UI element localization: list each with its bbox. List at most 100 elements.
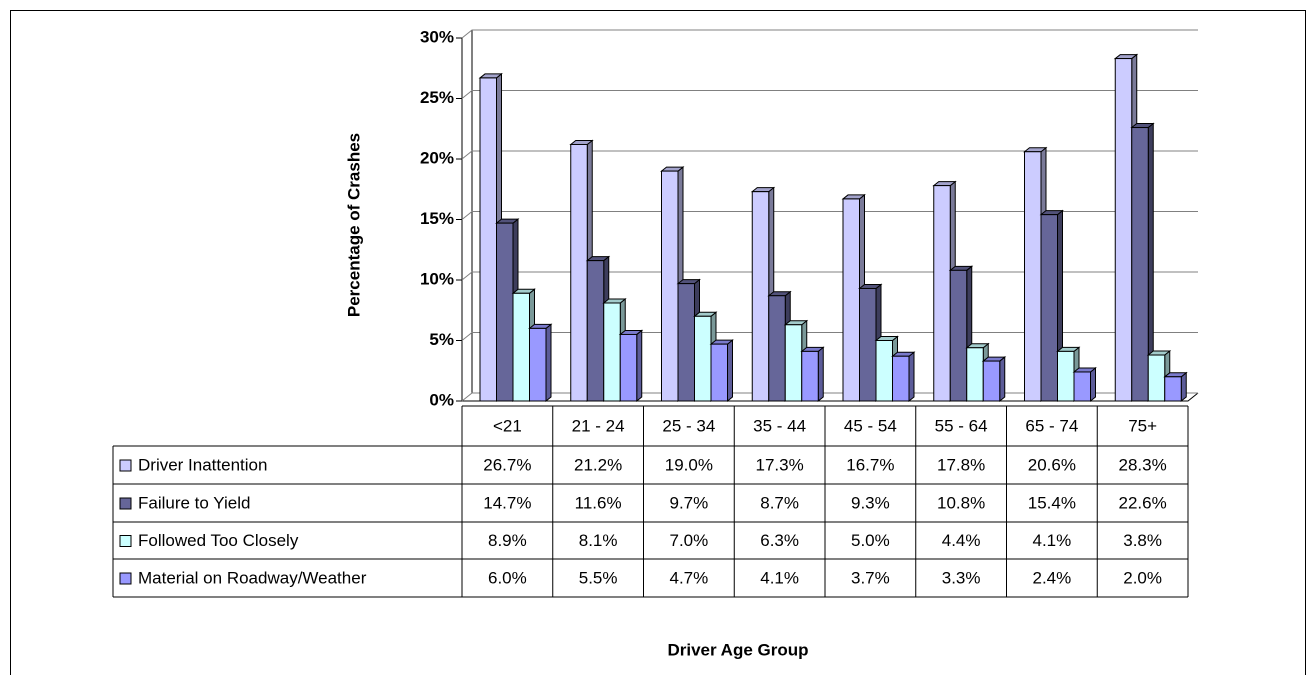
legend-key	[119, 572, 132, 585]
y-tick-label: 5%	[429, 330, 454, 349]
legend-label: Material on Roadway/Weather	[138, 568, 367, 587]
y-tick-label: 15%	[420, 209, 454, 228]
x-tick-label: <21	[493, 416, 522, 435]
value-label: 3.3%	[942, 568, 981, 587]
bar	[586, 260, 605, 402]
bar-side	[1090, 366, 1096, 403]
value-label: 22.6%	[1119, 493, 1167, 512]
bar	[949, 269, 968, 402]
value-label: 14.7%	[483, 493, 531, 512]
y-tick-label: 25%	[420, 88, 454, 107]
grid-line	[461, 150, 1198, 160]
bar	[1057, 350, 1075, 402]
value-label: 6.0%	[488, 568, 527, 587]
value-label: 3.7%	[851, 568, 890, 587]
value-label: 2.4%	[1033, 568, 1072, 587]
value-label: 2.0%	[1123, 568, 1162, 587]
value-label: 9.3%	[851, 493, 890, 512]
bar	[694, 315, 712, 402]
bar	[751, 191, 770, 402]
value-label: 21.2%	[574, 455, 622, 474]
bar	[982, 360, 1001, 402]
value-label: 4.4%	[942, 531, 981, 550]
legend-label: Driver Inattention	[138, 455, 267, 474]
bar	[661, 170, 679, 402]
bar	[570, 143, 588, 402]
bar-side	[636, 329, 643, 403]
legend-label: Followed Too Closely	[138, 531, 299, 550]
value-label: 8.9%	[488, 531, 527, 550]
grid-line	[461, 29, 1198, 39]
value-label: 15.4%	[1028, 493, 1076, 512]
value-label: 3.8%	[1123, 531, 1162, 550]
value-label: 8.7%	[760, 493, 799, 512]
legend-key	[119, 535, 132, 547]
bar	[512, 292, 530, 402]
value-label: 5.5%	[579, 568, 618, 587]
x-tick-label: 55 - 64	[935, 416, 988, 435]
bar-side	[999, 356, 1006, 403]
y-axis-title: Percentage of Crashes	[344, 133, 363, 317]
bar-side	[545, 323, 552, 403]
bar	[619, 333, 638, 402]
value-label: 26.7%	[483, 455, 531, 474]
x-tick-label: 25 - 34	[662, 416, 715, 435]
value-label: 6.3%	[760, 531, 799, 550]
chart-frame	[10, 10, 1306, 675]
bar	[529, 327, 547, 402]
x-tick-label: 65 - 74	[1025, 416, 1078, 435]
bar-side	[1180, 371, 1187, 403]
bar	[1114, 58, 1133, 402]
x-axis-title: Driver Age Group	[667, 640, 808, 659]
value-label: 9.7%	[670, 493, 709, 512]
bar	[479, 77, 497, 402]
y-tick-label: 10%	[420, 269, 454, 288]
bar	[1164, 376, 1182, 402]
bar	[1131, 127, 1149, 402]
value-label: 5.0%	[851, 531, 890, 550]
value-label: 20.6%	[1028, 455, 1076, 474]
value-label: 4.1%	[1033, 531, 1072, 550]
value-label: 7.0%	[670, 531, 709, 550]
x-tick-label: 35 - 44	[753, 416, 806, 435]
bar	[933, 185, 951, 402]
bar	[801, 350, 819, 402]
x-tick-label: 21 - 24	[572, 416, 625, 435]
value-label: 10.8%	[937, 493, 985, 512]
value-label: 19.0%	[665, 455, 713, 474]
bar	[859, 287, 877, 402]
bar	[784, 324, 803, 402]
bar	[1040, 214, 1058, 402]
bar	[892, 355, 910, 402]
grid-line	[461, 211, 1198, 220]
bar	[603, 302, 621, 402]
value-label: 28.3%	[1119, 455, 1167, 474]
bar	[875, 340, 893, 402]
value-label: 11.6%	[575, 493, 622, 512]
bar	[677, 283, 695, 402]
value-label: 17.3%	[756, 455, 804, 474]
legend-key	[119, 459, 132, 472]
x-tick-label: 45 - 54	[844, 416, 897, 435]
bar	[496, 222, 514, 402]
value-label: 16.7%	[846, 455, 894, 474]
bar	[1147, 354, 1166, 402]
bar-side	[817, 346, 824, 403]
value-label: 4.7%	[670, 568, 709, 587]
grid-line	[461, 90, 1198, 99]
value-label: 4.1%	[760, 568, 799, 587]
x-tick-label: 75+	[1128, 416, 1157, 435]
bar-side	[727, 339, 733, 403]
bar-side	[908, 351, 915, 403]
bar	[710, 343, 728, 402]
bar	[842, 198, 860, 402]
bar	[768, 295, 786, 402]
value-label: 17.8%	[937, 455, 985, 474]
y-tick-label: 0%	[429, 390, 454, 409]
bar	[966, 347, 984, 402]
bar	[1073, 371, 1091, 402]
bar	[1024, 151, 1042, 402]
legend-label: Failure to Yield	[138, 493, 250, 512]
y-tick-label: 30%	[420, 27, 454, 46]
value-label: 8.1%	[579, 531, 618, 550]
